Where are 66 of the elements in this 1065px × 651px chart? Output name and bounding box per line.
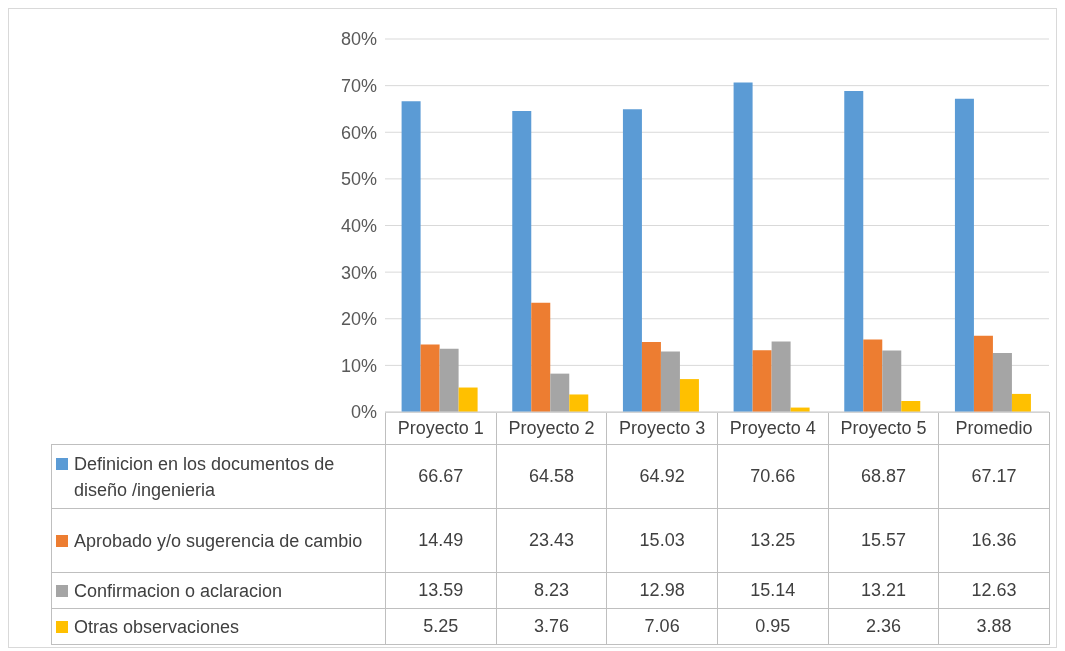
data-label: 15.14 <box>717 572 829 609</box>
data-label: 16.36 <box>938 508 1050 573</box>
data-label: 14.49 <box>385 508 497 573</box>
bar <box>439 348 459 412</box>
y-tick-label: 60% <box>340 122 377 143</box>
data-label: 7.06 <box>606 608 718 645</box>
data-label: 68.87 <box>828 444 939 509</box>
bar <box>641 341 661 412</box>
bar <box>420 344 440 412</box>
data-label: 70.66 <box>717 444 829 509</box>
bar <box>733 82 753 412</box>
data-label: 23.43 <box>496 508 607 573</box>
data-label: 15.03 <box>606 508 718 573</box>
bar <box>901 401 921 412</box>
bar <box>660 351 680 412</box>
bar <box>752 350 772 412</box>
bar <box>954 98 974 412</box>
data-label: 15.57 <box>828 508 939 573</box>
data-label: 64.92 <box>606 444 718 509</box>
y-tick-label: 10% <box>340 355 377 376</box>
x-tick-label: Proyecto 5 <box>828 412 939 445</box>
y-tick-label: 70% <box>340 76 377 97</box>
y-tick-label: 80% <box>340 29 377 50</box>
data-label: 12.98 <box>606 572 718 609</box>
bar <box>401 101 421 412</box>
data-label: 3.88 <box>938 608 1050 645</box>
y-tick-label: 20% <box>340 309 377 330</box>
bar <box>550 373 570 412</box>
bar <box>973 335 993 412</box>
x-tick-label: Promedio <box>938 412 1050 445</box>
data-label: 67.17 <box>938 444 1050 509</box>
legend-label: Otras observaciones <box>74 615 240 639</box>
data-label: 13.25 <box>717 508 829 573</box>
legend-label: Aprobado y/o sugerencia de cambio <box>74 529 363 553</box>
data-label: 66.67 <box>385 444 497 509</box>
bar <box>844 90 864 412</box>
data-label: 0.95 <box>717 608 829 645</box>
data-label: 2.36 <box>828 608 939 645</box>
x-tick-label: Proyecto 4 <box>717 412 829 445</box>
y-tick-label: 0% <box>350 402 377 423</box>
y-tick-label: 30% <box>340 262 377 283</box>
data-label: 5.25 <box>385 608 497 645</box>
bar <box>622 109 642 412</box>
bar <box>992 353 1012 412</box>
data-label: 64.58 <box>496 444 607 509</box>
legend-label: Confirmacion o aclaracion <box>74 579 283 603</box>
bar <box>531 302 551 412</box>
bar <box>771 341 791 412</box>
x-tick-label: Proyecto 2 <box>496 412 607 445</box>
legend-label: Definicion en los documentos de diseño /ingenieria <box>74 452 336 502</box>
bar <box>679 379 699 412</box>
data-label: 8.23 <box>496 572 607 609</box>
data-label: 3.76 <box>496 608 607 645</box>
y-tick-label: 40% <box>340 215 377 236</box>
bar <box>1011 393 1031 412</box>
bar <box>512 110 532 412</box>
bar <box>458 387 478 412</box>
data-label: 12.63 <box>938 572 1050 609</box>
bar <box>569 394 589 412</box>
bar <box>882 350 902 412</box>
x-tick-label: Proyecto 3 <box>606 412 718 445</box>
x-tick-label: Proyecto 1 <box>385 412 497 445</box>
data-label: 13.21 <box>828 572 939 609</box>
y-tick-label: 50% <box>340 169 377 190</box>
data-label: 13.59 <box>385 572 497 609</box>
bar <box>863 339 883 412</box>
